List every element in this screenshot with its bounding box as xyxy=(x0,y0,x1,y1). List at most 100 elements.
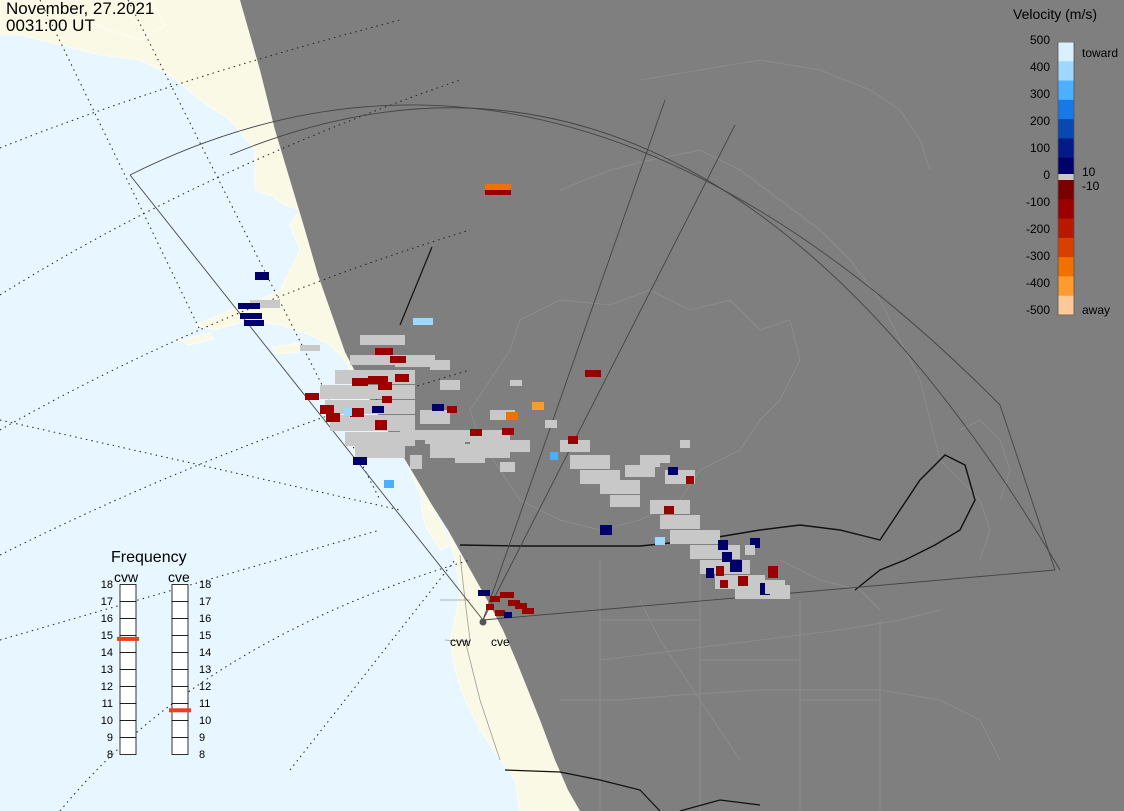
frequency-cell xyxy=(171,601,189,619)
colorbar-toward-swatch xyxy=(1058,80,1074,101)
scatter-cell xyxy=(720,580,728,588)
backscatter-layer xyxy=(238,184,790,618)
scatter-cell xyxy=(382,396,392,403)
scatter-cell xyxy=(664,506,674,514)
scatter-cell xyxy=(486,604,494,610)
frequency-right-radar: cve xyxy=(168,569,190,585)
scatter-cell xyxy=(570,455,610,469)
frequency-tick-right: 10 xyxy=(199,715,212,727)
scatter-cell xyxy=(745,545,755,555)
scatter-cell xyxy=(378,382,392,390)
scatter-cell xyxy=(344,408,352,416)
frequency-cell xyxy=(119,686,137,704)
frequency-cell xyxy=(119,601,137,619)
scatter-cell xyxy=(768,566,778,578)
scatter-cell xyxy=(325,400,415,414)
frequency-tick-right: 8 xyxy=(199,749,206,761)
frequency-tick-left: 18 xyxy=(100,579,113,591)
scatter-cell xyxy=(345,432,415,446)
scatter-cell xyxy=(375,348,393,355)
frequency-tick-left: 12 xyxy=(100,681,113,693)
date-label: November, 27.2021 xyxy=(6,0,155,18)
scatter-cell xyxy=(375,420,387,430)
scatter-cell xyxy=(716,566,724,576)
colorbar-tick-label: -100 xyxy=(1025,195,1050,209)
frequency-cell xyxy=(119,703,137,721)
scatter-cell xyxy=(545,420,557,428)
colorbar-toward-swatch xyxy=(1058,138,1074,159)
colorbar-tick-label: -400 xyxy=(1025,276,1050,290)
colorbar-tick-label: 300 xyxy=(1029,87,1050,101)
colorbar-tick-label: -300 xyxy=(1025,249,1050,263)
scatter-cell xyxy=(440,380,460,390)
colorbar-toward-swatch xyxy=(1058,61,1074,82)
scatter-cell xyxy=(660,455,670,463)
borders xyxy=(399,246,976,811)
scatter-cell xyxy=(730,560,742,572)
scatter-cell xyxy=(655,537,665,545)
frequency-tick-right: 18 xyxy=(199,579,212,591)
scatter-cell xyxy=(500,440,530,452)
scatter-cell xyxy=(660,515,700,529)
colorbar-toward-swatch xyxy=(1058,42,1074,62)
scatter-cell xyxy=(240,313,262,319)
frequency-tick-left: 16 xyxy=(100,613,113,625)
frequency-cell xyxy=(119,618,137,636)
frequency-tick-right: 9 xyxy=(199,732,206,744)
scatter-cell xyxy=(430,360,450,370)
frequency-tick-right: 13 xyxy=(199,664,212,676)
frequency-tick-right: 14 xyxy=(199,647,212,659)
scatter-cell xyxy=(490,596,500,602)
scatter-cell xyxy=(600,480,640,494)
toward-label: toward xyxy=(1082,46,1119,60)
colorbar-tick-label: -200 xyxy=(1025,222,1050,236)
scatter-cell xyxy=(502,428,514,435)
scatter-cell xyxy=(625,465,655,477)
frequency-cell xyxy=(119,652,137,670)
colorbar-away-swatch xyxy=(1058,218,1074,239)
scatter-cell xyxy=(765,580,785,594)
scatter-cell xyxy=(320,405,334,414)
scatter-cell xyxy=(495,610,505,616)
scatter-cell xyxy=(668,467,678,475)
colorbar-toward-swatch xyxy=(1058,119,1074,139)
scatter-cell xyxy=(690,545,740,559)
radar-label-cvw: cvw xyxy=(450,635,471,649)
scatter-cell xyxy=(500,462,515,472)
scatter-cell xyxy=(350,355,410,365)
scatter-cell xyxy=(410,455,422,469)
colorbar-frame xyxy=(1057,42,1075,316)
colorbar-tick-label: 400 xyxy=(1029,60,1050,74)
scatter-cell xyxy=(360,335,405,345)
frequency-cell xyxy=(171,686,189,704)
scatter-cell xyxy=(255,272,269,280)
scatter-cell xyxy=(320,385,415,399)
scatter-cell xyxy=(326,413,340,422)
frequency-left-radar: cvw xyxy=(114,569,139,585)
scatter-cell xyxy=(478,590,490,596)
scatter-cell xyxy=(244,320,264,326)
night-coastlines xyxy=(469,59,1011,811)
colorbar-tick-label: 100 xyxy=(1029,141,1050,155)
aleutian-island-a xyxy=(179,332,215,346)
colorbar-tick-label: 500 xyxy=(1029,33,1050,47)
colorbar-away-swatch xyxy=(1058,180,1074,200)
scatter-cell xyxy=(355,446,405,458)
frequency-cell xyxy=(171,720,189,738)
frequency-cell xyxy=(119,737,137,755)
cve-frequency-indicator xyxy=(169,708,191,713)
frequency-tick-right: 12 xyxy=(199,681,212,693)
frequency-cell xyxy=(119,720,137,738)
colorbar-toward-swatch xyxy=(1058,99,1074,120)
frequency-gauges xyxy=(117,584,191,755)
colorbar-tick-label: 0 xyxy=(1043,168,1050,182)
near-zero-neg-label: -10 xyxy=(1082,179,1100,193)
frequency-tick-right: 11 xyxy=(199,698,211,710)
scatter-cell xyxy=(350,408,364,417)
night-shade xyxy=(240,0,1124,811)
scatter-cell xyxy=(686,476,694,484)
scatter-cell xyxy=(485,190,511,195)
cvw-frequency-indicator xyxy=(117,636,139,641)
aleutian-island-b xyxy=(271,342,301,355)
